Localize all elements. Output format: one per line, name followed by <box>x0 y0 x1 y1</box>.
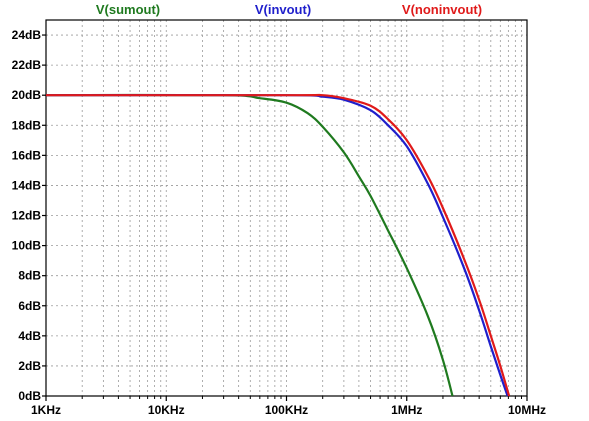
y-tick-label: 0dB <box>18 389 41 403</box>
series-line-3 <box>46 93 511 397</box>
legend-entry-2: V(invout) <box>255 2 311 17</box>
y-tick-label: 8dB <box>18 269 41 283</box>
y-tick-label: 2dB <box>18 359 41 373</box>
y-tick-label: 24dB <box>12 28 42 42</box>
x-tick-label: 1MHz <box>391 403 422 417</box>
grid <box>46 20 527 396</box>
legend: V(sumout) V(invout) V(noninvout) <box>96 2 482 17</box>
x-tick-label: 10MHz <box>508 403 546 417</box>
y-tick-label: 18dB <box>12 118 42 132</box>
x-axis: 1KHz 10KHz 100KHz 1MHz 10MHz <box>31 396 546 417</box>
legend-entry-3: V(noninvout) <box>402 2 482 17</box>
y-tick-label: 12dB <box>12 209 42 223</box>
x-tick-label: 100KHz <box>265 403 308 417</box>
legend-entry-1: V(sumout) <box>96 2 160 17</box>
y-tick-label: 4dB <box>18 329 41 343</box>
y-tick-label: 20dB <box>12 88 42 102</box>
y-tick-label: 6dB <box>18 299 41 313</box>
y-axis: 0dB 2dB 4dB 6dB 8dB 10dB 12dB 14dB 16dB 18dB 20dB 2… <box>12 28 46 403</box>
series-line-1 <box>45 93 454 397</box>
y-tick-label: 14dB <box>12 178 42 192</box>
y-tick-label: 16dB <box>12 148 42 162</box>
x-tick-label: 10KHz <box>148 403 185 417</box>
x-tick-label: 1KHz <box>31 403 61 417</box>
series-lines <box>45 93 511 397</box>
y-tick-label: 10dB <box>12 239 42 253</box>
y-tick-label: 22dB <box>12 58 42 72</box>
